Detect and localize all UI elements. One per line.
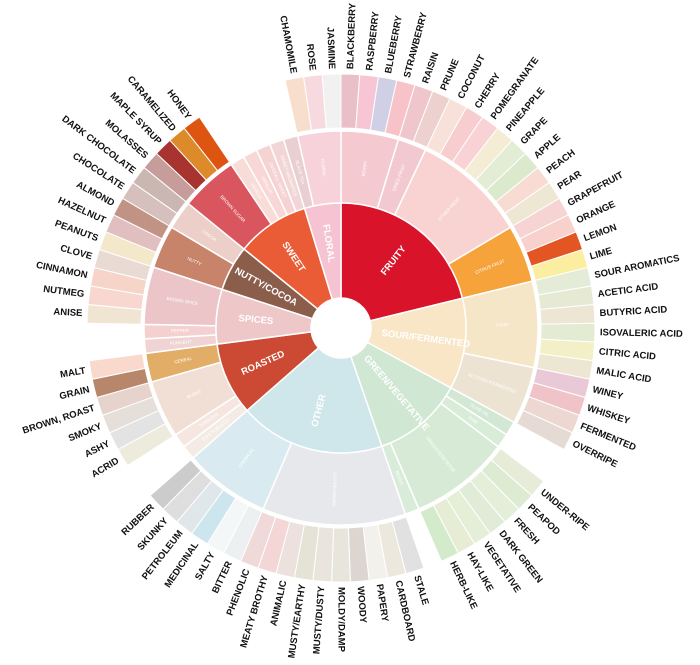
subcategory-label-burnt: BURNT xyxy=(186,389,202,400)
flavor-label-grain: GRAIN xyxy=(58,384,90,402)
flavor-label-acrid: ACRID xyxy=(90,455,122,480)
flavor-label-stale: STALE xyxy=(411,574,430,606)
subcategory-label-black-tea: BLACK TEA xyxy=(295,160,306,185)
flavor-label-lemon: LEMON xyxy=(582,222,618,244)
flavor-label-pomegranate: POMEGRANATE xyxy=(489,55,542,122)
flavor-label-raspberry: RASPBERRY xyxy=(364,10,382,71)
subcategory-label-cereal: CEREAL xyxy=(174,356,193,365)
flavor-label-cardboard: CARDBOARD xyxy=(393,579,417,642)
flavor-bar-rubber xyxy=(149,459,202,510)
flavor-bar-herb-like xyxy=(419,504,460,562)
flavor-label-isovaleric-acid: ISOVALERIC ACID xyxy=(600,327,683,340)
subcategory-label-beany: BEANY xyxy=(394,470,404,486)
flavor-label-jasmine: JASMINE xyxy=(324,27,337,70)
inner-ring-layer xyxy=(215,202,467,454)
subcategory-label-floral: FLORAL xyxy=(320,159,327,177)
flavor-label-anise: ANISE xyxy=(53,307,83,320)
flavor-label-musty-earthy: MUSTY/EARTHY xyxy=(286,583,308,659)
flavor-label-prune: PRUNE xyxy=(438,57,461,92)
flavor-label-pear: PEAR xyxy=(556,169,584,193)
subcategory-label-papery-musty: PAPERY/MUSTY xyxy=(332,471,338,506)
flavor-label-acetic-acid: ACETIC ACID xyxy=(597,281,659,300)
flavor-label-musty-dusty: MUSTY/DUSTY xyxy=(311,585,327,654)
subcategory-label-pungent: PUNGENT xyxy=(169,339,192,346)
flavor-label-clove: CLOVE xyxy=(59,243,93,263)
flavor-label-cinnamon: CINNAMON xyxy=(35,260,89,281)
subcategory-label-berry: BERRY xyxy=(361,161,368,177)
subcategory-label-sour: SOUR xyxy=(495,322,509,327)
outer-bars-layer xyxy=(86,73,596,583)
flavor-label-citric-acid: CITRIC ACID xyxy=(598,346,656,362)
flavor-label-ashy: ASHY xyxy=(83,438,112,460)
flavor-label-bitter: BITTER xyxy=(210,559,235,595)
flavor-bar-malt xyxy=(88,353,146,380)
flavor-label-lime: LIME xyxy=(589,246,614,263)
flavor-label-malic-acid: MALIC ACID xyxy=(596,365,653,385)
flavor-label-raisin: RAISIN xyxy=(420,51,441,85)
subcategory-label-nutty: NUTTY xyxy=(187,256,203,267)
flavor-bar-overripe xyxy=(515,409,574,451)
flavor-label-smoky: SMOKY xyxy=(67,421,104,445)
flavor-bar-jasmine xyxy=(321,73,342,130)
flavor-label-woody: WOODY xyxy=(355,586,369,624)
flavor-label-chamomile: CHAMOMILE xyxy=(277,15,299,75)
flavor-label-whiskey: WHISKEY xyxy=(586,403,632,427)
flavor-label-salty: SALTY xyxy=(193,550,218,582)
flavor-bar-moldy-damp xyxy=(331,527,351,583)
flavor-label-blueberry: BLUEBERRY xyxy=(383,14,405,74)
category-label-spices: SPICES xyxy=(238,313,274,327)
flavor-label-nutmeg: NUTMEG xyxy=(43,284,85,300)
flavor-label-papery: PAPERY xyxy=(374,583,391,623)
center-hole xyxy=(311,298,371,358)
flavor-label-malt: MALT xyxy=(59,365,86,380)
flavor-bar-honey xyxy=(183,116,231,172)
flavor-label-butyric-acid: BUTYRIC ACID xyxy=(599,304,667,319)
flavor-label-peanuts: PEANUTS xyxy=(53,218,99,244)
flavor-label-animalic: ANIMALIC xyxy=(268,579,289,627)
subcategory-label-brown-spice: BROWN SPICE xyxy=(166,296,198,306)
subcategory-label-raw: RAW xyxy=(467,415,479,425)
subcategory-label-pepper: PEPPER xyxy=(171,328,190,333)
flavor-label-blackberry: BLACKBERRY xyxy=(345,2,358,69)
flavor-label-winey: WINEY xyxy=(591,384,625,402)
flavor-label-caramelized: CARAMELIZED xyxy=(125,74,178,134)
flavor-label-rose: ROSE xyxy=(304,43,318,71)
flavor-label-moldy-damp: MOLDY/DAMP xyxy=(335,587,346,653)
category-other xyxy=(246,346,383,454)
